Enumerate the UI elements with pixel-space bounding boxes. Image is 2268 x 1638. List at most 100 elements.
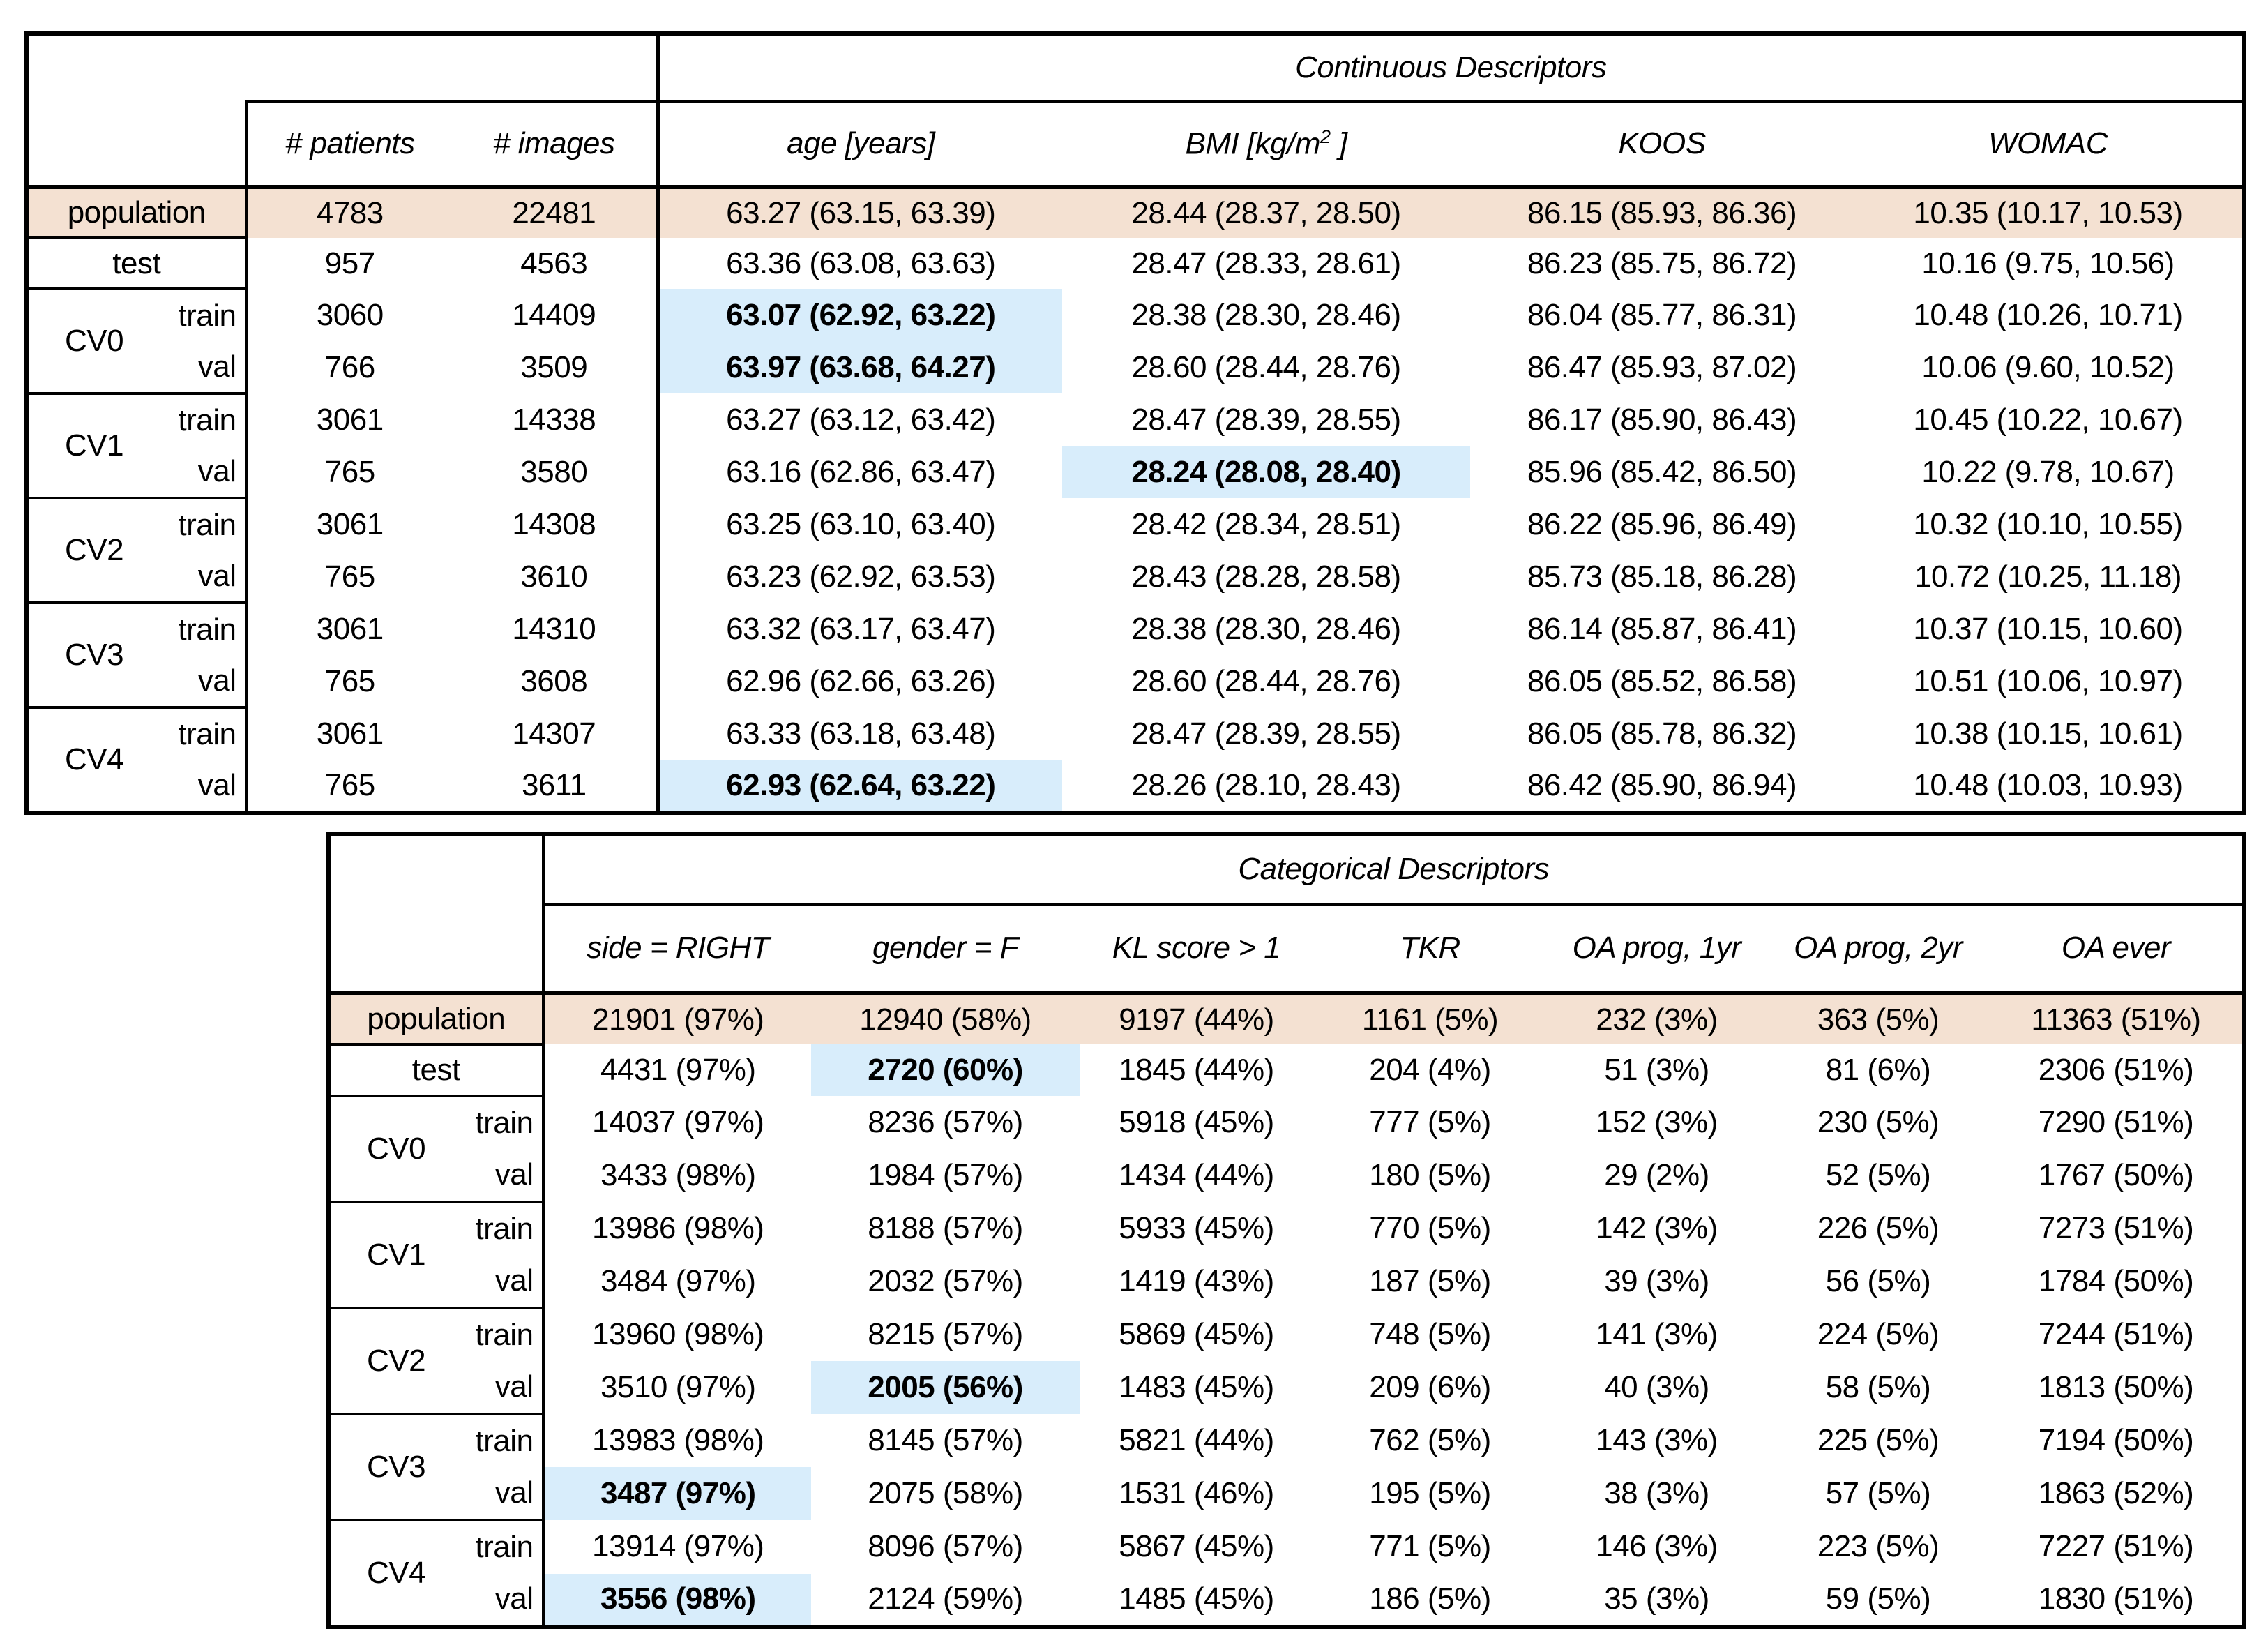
cell-womac: 10.48 (10.26, 10.71) [1913,297,2183,332]
cell-tkr: 748 (5%) [1369,1317,1491,1351]
row-label: population [27,187,246,239]
cv2-train-row: CV2 train val 13960 (98%) 8215 (57%) 5869 … [328,1308,2244,1415]
cv-group-label: CV2 train val [328,1308,543,1415]
cell-images: 14310 [512,611,596,646]
cell-age: 63.16 (62.86, 63.47) [656,446,1062,498]
cell-gender: 8188 (57%) [868,1211,1023,1245]
cell-kl: 5867 (45%) [1119,1529,1274,1564]
cell-side: 3484 (97%) [541,1255,811,1308]
continuous-descriptors-table: Continuous Descriptors # patients # imag… [24,31,2246,815]
cv-name: CV0 [367,1132,426,1166]
cell-gender: 8096 (57%) [868,1529,1023,1564]
cell-oaever: 7194 (50%) [2038,1423,2194,1457]
col-header-age: age [years] [656,101,1062,189]
bmi-header-superscript: 2 [1320,126,1331,147]
cell-womac: 10.32 (10.10, 10.55) [1913,506,2183,541]
cell-oa1: 141 (3%) [1596,1317,1718,1351]
cv0-val-row: 766 3509 63.97 (63.68, 64.27) 28.60 (28.… [27,341,2244,393]
cv-group-label: CV0 train val [328,1096,543,1203]
sub-label-train: train [178,403,236,437]
cell-gender-highlighted: 2005 (56%) [811,1361,1080,1414]
population-row: population 4783 22481 63.27 (63.15, 63.3… [27,187,2244,239]
cell-images: 14307 [512,716,596,751]
cv-name: CV0 [65,324,124,358]
sub-label-val: val [494,1369,534,1404]
cell-oa2: 57 (5%) [1825,1476,1931,1510]
col-header-images: # images [452,101,658,189]
label-col-blank [27,101,246,189]
col-header-gender: gender = F [811,904,1080,995]
table2-title: Categorical Descriptors [541,834,2244,906]
cell-bmi: 28.38 (28.30, 28.46) [1131,611,1401,646]
table-row: # patients # images age [years] BMI [kg/… [27,101,2244,189]
cell-koos: 85.73 (85.18, 86.28) [1527,559,1797,594]
cv-name: CV2 [367,1344,426,1378]
cell-images: 3608 [520,663,588,698]
cell-oa2: 230 (5%) [1817,1105,1940,1139]
cell-womac: 10.06 (9.60, 10.52) [1921,350,2175,384]
cell-womac: 10.38 (10.15, 10.61) [1913,716,2183,751]
cell-oa2: 52 (5%) [1825,1158,1931,1192]
cell-oaever: 1863 (52%) [2038,1476,2194,1510]
cell-patients: 765 [244,550,452,603]
population-row: population 21901 (97%) 12940 (58%) 9197 … [328,993,2244,1046]
cell-oa2: 363 (5%) [1767,993,1990,1044]
cv-name: CV4 [65,742,124,776]
cell-oa2: 81 (6%) [1825,1053,1931,1087]
cv4-val-row: 3556 (98%) 2124 (59%) 1485 (45%) 186 (5%… [328,1573,2244,1627]
cell-womac: 10.37 (10.15, 10.60) [1913,611,2183,646]
cell-images: 14409 [512,297,596,332]
cv4-val-row: 765 3611 62.93 (62.64, 63.22) 28.26 (28.… [27,760,2244,813]
col-header-patients: # patients [244,101,452,189]
cell-patients: 957 [244,238,452,289]
cell-koos: 86.05 (85.52, 86.58) [1527,663,1797,698]
cell-images: 22481 [452,187,658,238]
cell-bmi: 28.42 (28.34, 28.51) [1131,506,1401,541]
sub-label-train: train [475,1530,534,1564]
cell-oa1: 232 (3%) [1547,993,1767,1044]
cv0-train-row: CV0 train val 14037 (97%) 8236 (57%) 5918 … [328,1096,2244,1203]
cell-kl: 1845 (44%) [1119,1053,1274,1087]
test-row: test 957 4563 63.36 (63.08, 63.63) 28.47… [27,238,2244,290]
cell-gender-highlighted: 2720 (60%) [811,1044,1080,1096]
cell-gender: 8215 (57%) [868,1317,1023,1351]
cell-kl: 5918 (45%) [1119,1105,1274,1139]
cell-koos: 86.14 (85.87, 86.41) [1527,611,1797,646]
cell-tkr: 771 (5%) [1369,1529,1491,1564]
sub-label-train: train [178,716,236,751]
cell-side: 3433 (98%) [541,1149,811,1202]
cell-patients: 765 [244,446,452,498]
cell-oa1: 38 (3%) [1604,1476,1709,1510]
cell-gender: 2032 (57%) [868,1264,1023,1298]
corner-blank [328,834,543,904]
cell-oa2: 58 (5%) [1825,1370,1931,1404]
cell-bmi: 28.43 (28.28, 28.58) [1131,559,1401,594]
cell-koos: 86.22 (85.96, 86.49) [1527,506,1797,541]
cell-side-highlighted: 3487 (97%) [541,1467,811,1520]
cell-tkr: 209 (6%) [1369,1370,1491,1404]
cell-age-highlighted: 63.07 (62.92, 63.22) [656,289,1062,341]
categorical-descriptors-table: Categorical Descriptors side = RIGHT gen… [326,832,2246,1629]
cell-images: 4563 [520,246,588,280]
cell-age: 63.27 (63.15, 63.39) [656,187,1062,238]
cell-side: 4431 (97%) [541,1044,811,1096]
col-header-tkr: TKR [1313,904,1547,995]
bmi-header-text: BMI [kg/m [1185,126,1321,161]
sub-label-train: train [178,298,236,333]
sub-label-val: val [197,767,236,802]
col-header-bmi: BMI [kg/m2 ] [1062,101,1470,189]
cell-side: 21901 (97%) [541,993,811,1044]
cell-tkr: 1161 (5%) [1313,993,1547,1044]
col-header-oa-ever: OA ever [1990,904,2244,995]
cell-oa1: 146 (3%) [1596,1529,1718,1564]
cell-bmi: 28.60 (28.44, 28.76) [1131,350,1401,384]
cell-koos: 86.23 (85.75, 86.72) [1527,246,1797,280]
sub-label-val: val [494,1157,534,1192]
col-header-womac: WOMAC [1854,101,2244,189]
cell-patients: 765 [244,760,452,813]
cv2-val-row: 3510 (97%) 2005 (56%) 1483 (45%) 209 (6%… [328,1361,2244,1414]
cell-kl: 1485 (45%) [1119,1581,1274,1616]
cv2-val-row: 765 3610 63.23 (62.92, 63.53) 28.43 (28.… [27,550,2244,603]
cv3-val-row: 3487 (97%) 2075 (58%) 1531 (46%) 195 (5%… [328,1467,2244,1520]
sub-label-val: val [197,663,236,698]
